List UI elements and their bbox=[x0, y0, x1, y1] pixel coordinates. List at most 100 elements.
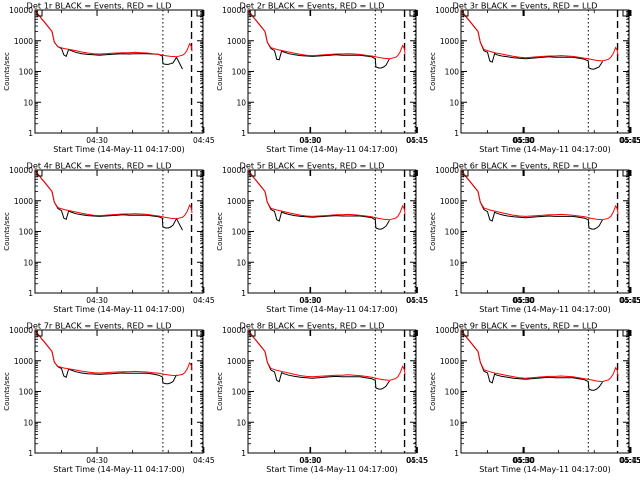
events-series-line bbox=[248, 170, 390, 230]
y-tick-label: 1 bbox=[28, 449, 33, 458]
y-tick-label: 1 bbox=[28, 289, 33, 298]
y-tick-label: 100 bbox=[232, 388, 247, 397]
x-tick-label: 04:30 bbox=[86, 136, 108, 145]
x-tick-label: 05:15 bbox=[620, 136, 640, 145]
attenuator-marker bbox=[249, 170, 256, 177]
x-tick-label: 04:30 bbox=[299, 456, 321, 465]
attenuator-marker bbox=[249, 330, 256, 337]
y-tick-label: 10 bbox=[236, 258, 246, 267]
attenuator-marker bbox=[462, 330, 469, 337]
x-tick-label: 05:00 bbox=[300, 456, 322, 465]
y-tick-label: 1000 bbox=[14, 37, 33, 46]
attenuator-marker bbox=[249, 10, 256, 17]
attenuator-marker bbox=[409, 170, 416, 177]
detector-panel: Det 1r BLACK = Events, RED = LLD11010010… bbox=[3, 1, 640, 155]
y-tick-label: 1 bbox=[241, 289, 246, 298]
y-tick-label: 1 bbox=[241, 449, 246, 458]
detector-panel: Det 3r BLACK = Events, RED = LLD 1 10 100 10… bbox=[429, 1, 640, 155]
attenuator-marker bbox=[36, 170, 43, 177]
x-tick-label: 04:45 bbox=[193, 296, 215, 305]
y-tick-label: 1 bbox=[454, 289, 459, 298]
y-axis-label: Counts/sec bbox=[3, 52, 11, 91]
y-tick-label: 10 bbox=[23, 418, 33, 427]
y-tick-label: 10 bbox=[449, 98, 459, 107]
lld-series-line bbox=[35, 330, 193, 377]
detector-panel: Det 9r BLACK = Events, RED = LLD 1 10 100 10… bbox=[429, 321, 640, 475]
x-tick-label: 05:30 bbox=[513, 136, 535, 145]
x-tick-label: 05:00 bbox=[513, 296, 535, 305]
x-tick-label: 05:45 bbox=[620, 136, 640, 145]
attenuator-marker bbox=[622, 330, 629, 337]
panel-title: Det 2r BLACK = Events, RED = LLD bbox=[240, 1, 385, 11]
detector-panel: Det 8r BLACK = Events, RED = LLD 1 10 100 10… bbox=[216, 321, 640, 475]
y-tick-label: 10000 bbox=[435, 6, 459, 15]
y-tick-label: 1000 bbox=[227, 37, 246, 46]
y-tick-label: 100 bbox=[19, 68, 34, 77]
x-tick-label: 04:45 bbox=[619, 136, 640, 145]
y-axis-label: Counts/sec bbox=[429, 212, 437, 251]
x-axis-label: Start Time (14-May-11 04:17:00) bbox=[266, 305, 397, 314]
x-tick-label: 04:30 bbox=[512, 136, 534, 145]
y-tick-label: 100 bbox=[232, 228, 247, 237]
panel-title: Det 8r BLACK = Events, RED = LLD bbox=[240, 321, 385, 331]
x-tick-label: 05:15 bbox=[620, 296, 640, 305]
y-tick-label: 100 bbox=[445, 228, 460, 237]
x-tick-label: 04:30 bbox=[299, 136, 321, 145]
lld-series-line bbox=[35, 10, 193, 58]
detector-panel: Det 5r BLACK = Events, RED = LLD11010010… bbox=[216, 161, 640, 315]
events-series-line bbox=[461, 330, 603, 391]
detector-panel: Det 7r BLACK = Events, RED = LLD11010010… bbox=[3, 321, 640, 475]
lld-series-line bbox=[35, 170, 193, 220]
y-tick-label: 10000 bbox=[435, 166, 459, 175]
y-tick-label: 10000 bbox=[222, 326, 246, 335]
y-axis-label: Counts/sec bbox=[3, 372, 11, 411]
y-tick-label: 100 bbox=[445, 388, 460, 397]
y-axis-label: Counts/sec bbox=[216, 372, 224, 411]
x-tick-label: 05:45 bbox=[620, 296, 640, 305]
attenuator-marker bbox=[622, 170, 629, 177]
x-tick-label: 05:00 bbox=[513, 456, 535, 465]
y-tick-label: 10 bbox=[23, 258, 33, 267]
lld-series-line bbox=[248, 170, 406, 221]
x-tick-label: 04:45 bbox=[619, 456, 640, 465]
y-axis-label: Counts/sec bbox=[3, 212, 11, 251]
x-tick-label: 04:45 bbox=[406, 296, 428, 305]
x-tick-label: 05:30 bbox=[513, 296, 535, 305]
x-axis-label: Start Time (14-May-11 04:17:00) bbox=[479, 305, 610, 314]
y-tick-label: 1000 bbox=[14, 197, 33, 206]
panel-title: Det 1r BLACK = Events, RED = LLD bbox=[27, 1, 172, 11]
x-tick-label: 04:30 bbox=[86, 456, 108, 465]
detector-panel: Det 4r BLACK = Events, RED = LLD11010010… bbox=[3, 161, 640, 315]
events-series-line bbox=[248, 330, 390, 390]
x-tick-label: 04:45 bbox=[193, 136, 215, 145]
attenuator-marker bbox=[462, 170, 469, 177]
events-series-line bbox=[248, 10, 390, 69]
y-axis-label: Counts/sec bbox=[216, 212, 224, 251]
attenuator-marker bbox=[409, 330, 416, 337]
y-tick-label: 10 bbox=[449, 258, 459, 267]
x-axis-label: Start Time (14-May-11 04:17:00) bbox=[479, 465, 610, 474]
lld-series-line bbox=[461, 170, 619, 221]
detector-panel: Det 6r BLACK = Events, RED = LLD 1 10 100 10… bbox=[429, 161, 640, 315]
y-tick-label: 10000 bbox=[222, 6, 246, 15]
attenuator-marker bbox=[36, 330, 43, 337]
x-tick-label: 05:45 bbox=[620, 456, 640, 465]
y-tick-label: 10000 bbox=[222, 166, 246, 175]
events-series-line bbox=[35, 330, 177, 385]
x-tick-label: 04:45 bbox=[619, 296, 640, 305]
attenuator-marker bbox=[36, 10, 43, 17]
panel-title: Det 3r BLACK = Events, RED = LLD bbox=[453, 1, 598, 11]
panel-title: Det 4r BLACK = Events, RED = LLD bbox=[27, 161, 172, 171]
x-axis-label: Start Time (14-May-11 04:17:00) bbox=[53, 305, 184, 314]
y-tick-label: 1000 bbox=[440, 357, 459, 366]
x-tick-label: 05:00 bbox=[513, 136, 535, 145]
attenuator-marker bbox=[196, 10, 203, 17]
x-tick-label: 05:00 bbox=[300, 296, 322, 305]
x-axis-label: Start Time (14-May-11 04:17:00) bbox=[266, 465, 397, 474]
y-tick-label: 10000 bbox=[9, 6, 33, 15]
x-tick-label: 05:15 bbox=[620, 456, 640, 465]
x-tick-label: 05:15 bbox=[407, 456, 429, 465]
y-tick-label: 10 bbox=[449, 418, 459, 427]
panel-title: Det 6r BLACK = Events, RED = LLD bbox=[453, 161, 598, 171]
